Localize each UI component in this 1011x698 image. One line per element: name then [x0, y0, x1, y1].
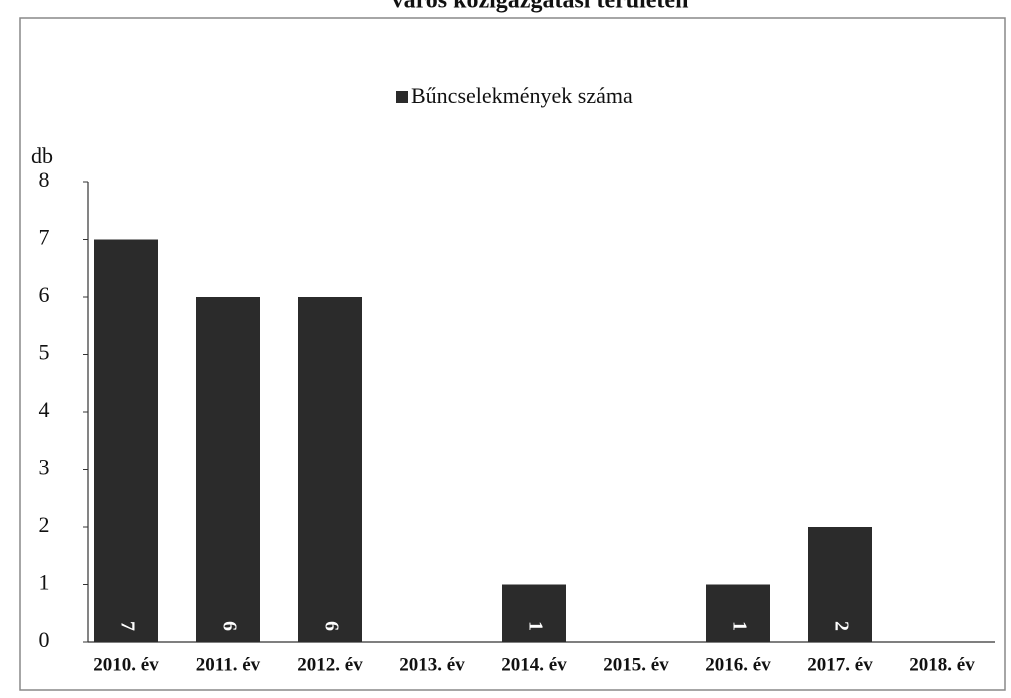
y-axis-label: db — [31, 143, 53, 168]
y-tick-label: 7 — [39, 225, 50, 250]
bar — [502, 584, 566, 642]
x-tick-label: 2010. év — [93, 654, 159, 675]
y-tick-label: 1 — [39, 570, 50, 595]
value-label: 6 — [218, 621, 240, 631]
y-tick-label: 4 — [39, 397, 50, 422]
x-tick-label: 2018. év — [909, 654, 975, 675]
bar — [94, 239, 158, 642]
x-tick-label: 2013. év — [399, 654, 465, 675]
x-tick-label: 2011. év — [196, 654, 261, 675]
x-tick-label: 2015. év — [603, 654, 669, 675]
y-tick-label: 3 — [39, 455, 50, 480]
value-label: 1 — [728, 621, 750, 631]
legend-swatch — [396, 91, 408, 103]
x-tick-label: 2016. év — [705, 654, 771, 675]
chart-title: város közigazgatási területén — [392, 0, 689, 14]
bar — [808, 527, 872, 642]
y-tick-label: 2 — [39, 512, 50, 537]
value-label: 2 — [830, 621, 852, 631]
x-tick-label: 2017. év — [807, 654, 873, 675]
bar — [298, 297, 362, 642]
y-tick-label: 8 — [39, 167, 50, 192]
value-label: 1 — [524, 621, 546, 631]
x-tick-label: 2012. év — [297, 654, 363, 675]
y-tick-label: 6 — [39, 282, 50, 307]
y-tick-label: 5 — [39, 340, 50, 365]
y-tick-label: 0 — [39, 627, 50, 652]
bar — [706, 584, 770, 642]
chart-frame — [19, 17, 1006, 691]
x-tick-label: 2014. év — [501, 654, 567, 675]
bar — [196, 297, 260, 642]
value-label: 7 — [116, 621, 138, 631]
legend-label: Bűncselekmények száma — [411, 83, 633, 108]
value-label: 6 — [320, 621, 342, 631]
